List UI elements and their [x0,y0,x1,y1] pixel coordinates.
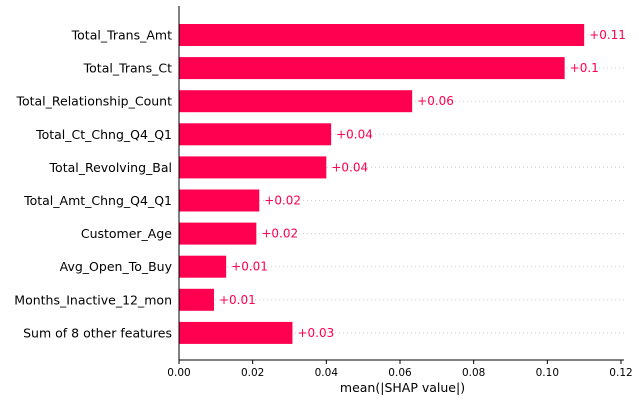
category-label: Total_Ct_Chng_Q4_Q1 [35,127,172,142]
bar [179,156,327,179]
value-label: +0.11 [589,28,626,42]
row-guides [179,34,624,334]
category-label: Total_Revolving_Bal [49,160,172,175]
category-label: Total_Amt_Chng_Q4_Q1 [23,193,172,208]
bar [179,24,585,46]
x-tick-label: 0.12 [609,367,632,379]
bar [179,189,260,212]
category-label: Sum of 8 other features [23,325,172,340]
value-label: +0.04 [336,127,373,141]
category-label: Total_Relationship_Count [15,94,172,109]
value-label: +0.01 [231,260,268,274]
bars [179,24,585,344]
value-label: +0.04 [331,160,368,174]
bar [179,123,332,146]
category-label: Customer_Age [81,226,172,241]
bar [179,288,214,311]
category-label: Avg_Open_To_Buy [60,259,173,274]
bar [179,222,257,245]
category-labels: Total_Trans_Amt Total_Trans_Ct Total_Relat… [14,28,172,341]
x-tick-label: 0.04 [315,367,339,379]
bar [179,90,413,113]
value-label: +0.01 [219,293,256,307]
x-ticks: 0.00 0.02 0.04 0.06 0.08 0.10 0.12 [167,360,633,379]
x-tick-label: 0.00 [167,367,190,379]
category-label: Total_Trans_Amt [71,28,172,43]
x-tick-label: 0.10 [536,367,559,379]
bar [179,57,565,80]
bar [179,255,227,278]
value-label: +0.02 [261,227,298,241]
value-labels: +0.11 +0.1 +0.06 +0.04 +0.04 +0.02 +0.02 +0.01 +… [219,28,626,340]
value-label: +0.1 [570,61,599,75]
x-tick-label: 0.08 [462,367,485,379]
value-label: +0.02 [264,194,301,208]
value-label: +0.03 [297,326,334,340]
value-label: +0.06 [417,94,454,108]
x-tick-label: 0.02 [241,367,264,379]
category-label: Months_Inactive_12_mon [14,292,172,307]
bar [179,321,293,344]
x-tick-label: 0.06 [388,367,412,379]
x-axis-title: mean(|SHAP value|) [340,380,465,395]
category-label: Total_Trans_Ct [83,61,172,76]
